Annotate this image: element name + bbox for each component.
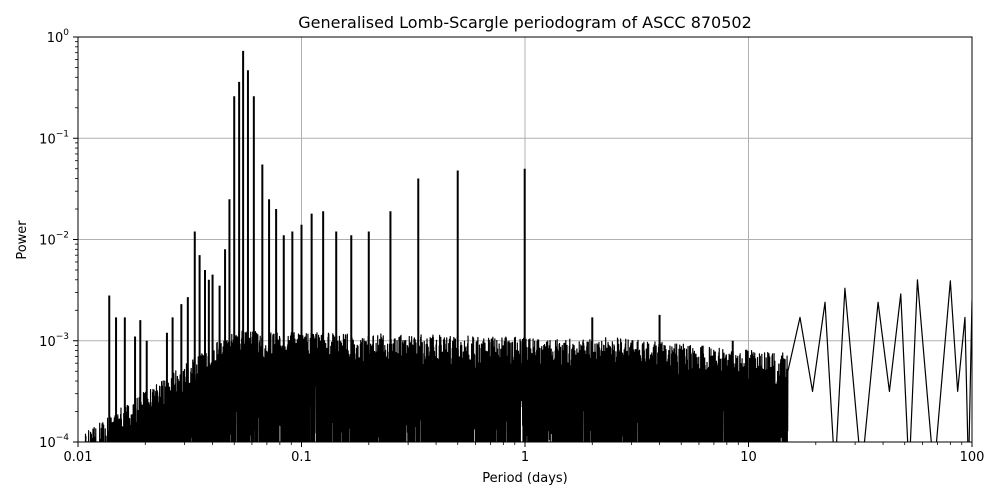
x-tick-label: 0.1 <box>291 450 312 465</box>
x-axis-label: Period (days) <box>482 471 568 486</box>
periodogram-noise <box>84 279 972 442</box>
y-axis-ticks: 10−4 10−3 10−2 10−1 100 <box>39 28 78 451</box>
chart-title: Generalised Lomb-Scargle periodogram of … <box>298 13 752 32</box>
y-tick-label: 10−1 <box>39 129 69 147</box>
x-axis-ticks: 0.01 0.1 1 10 100 <box>64 442 985 465</box>
y-tick-label: 100 <box>47 28 70 46</box>
periodogram-line <box>84 50 972 442</box>
y-tick-label: 10−4 <box>39 433 69 451</box>
y-tick-label: 10−2 <box>39 231 69 249</box>
y-tick-label: 10−3 <box>39 332 69 350</box>
x-tick-label: 0.01 <box>64 450 93 465</box>
y-axis-label: Power <box>15 220 30 260</box>
x-tick-label: 1 <box>521 450 529 465</box>
x-tick-label: 10 <box>740 450 757 465</box>
x-tick-label: 100 <box>960 450 985 465</box>
